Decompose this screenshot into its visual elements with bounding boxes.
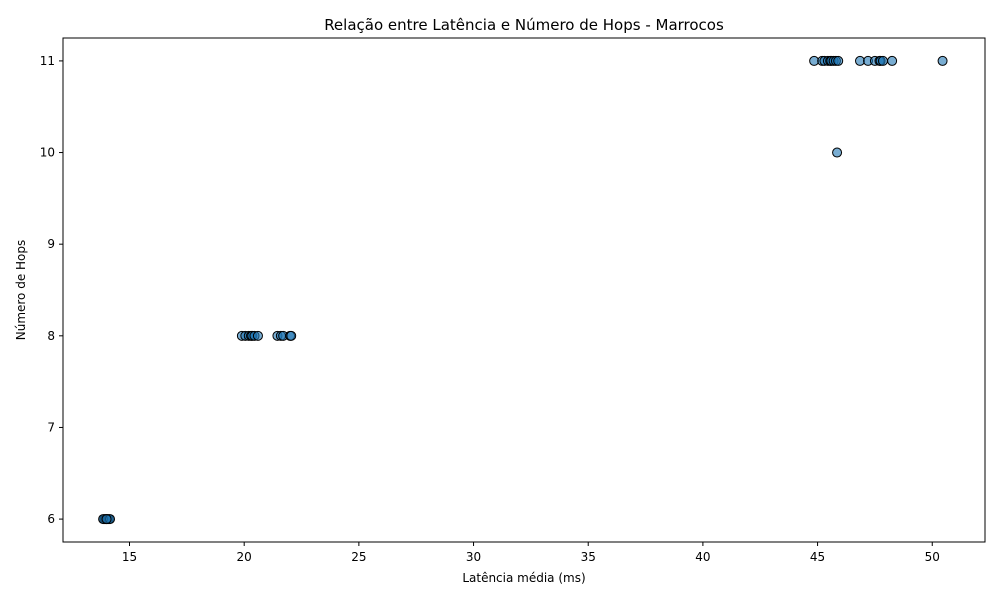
scatter-point bbox=[887, 55, 898, 66]
x-tick-label: 35 bbox=[581, 550, 596, 564]
y-tick-label: 8 bbox=[47, 329, 55, 343]
y-tick-label: 6 bbox=[47, 512, 55, 526]
y-tick-label: 7 bbox=[47, 420, 55, 434]
x-tick-label: 20 bbox=[237, 550, 252, 564]
scatter-point bbox=[937, 55, 948, 66]
plot-frame bbox=[62, 37, 986, 543]
x-tick-label: 15 bbox=[122, 550, 137, 564]
y-tick-label: 11 bbox=[40, 54, 55, 68]
x-tick-label: 40 bbox=[695, 550, 710, 564]
x-axis: 15 20 25 30 35 40 45 50 bbox=[122, 542, 940, 564]
x-tick-label: 25 bbox=[351, 550, 366, 564]
scatter-point bbox=[877, 55, 888, 66]
scatter-point bbox=[286, 330, 297, 341]
scatter-point bbox=[833, 55, 844, 66]
scatter-point bbox=[252, 330, 263, 341]
scatter-point bbox=[101, 514, 112, 525]
x-tick-label: 30 bbox=[466, 550, 481, 564]
points-layer bbox=[98, 55, 948, 525]
y-axis-label: Número de Hops bbox=[14, 240, 28, 341]
x-tick-label: 50 bbox=[925, 550, 940, 564]
y-tick-label: 9 bbox=[47, 237, 55, 251]
y-tick-label: 10 bbox=[40, 146, 55, 160]
chart-title: Relação entre Latência e Número de Hops … bbox=[324, 16, 724, 34]
x-tick-label: 45 bbox=[810, 550, 825, 564]
x-axis-label: Latência média (ms) bbox=[462, 571, 585, 585]
y-axis: 6 7 8 9 10 11 bbox=[40, 54, 63, 526]
scatter-point bbox=[832, 147, 843, 158]
